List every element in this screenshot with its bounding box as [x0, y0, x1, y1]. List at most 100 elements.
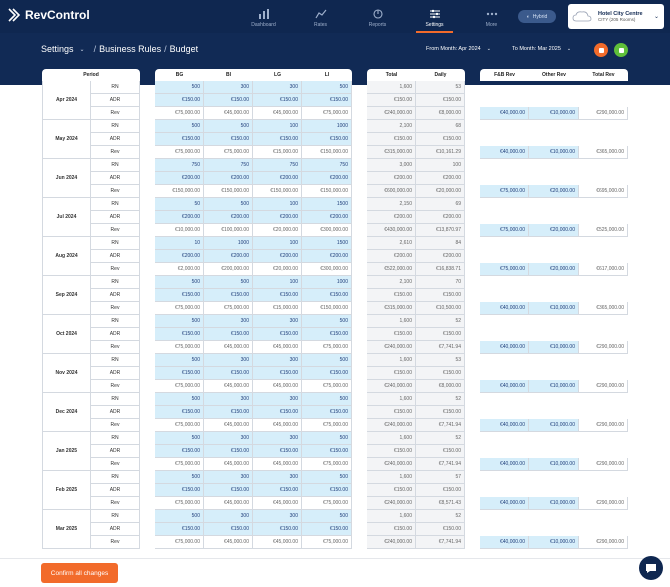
segment-cell[interactable]: 1000	[302, 276, 352, 289]
segment-cell[interactable]: €150.00	[155, 445, 204, 458]
segment-cell[interactable]: 1500	[302, 198, 352, 211]
segment-cell[interactable]: 300	[204, 471, 253, 484]
fb-rev-cell[interactable]: €40,000.00	[480, 380, 529, 393]
segment-cell[interactable]: €150.00	[253, 406, 302, 419]
segment-cell[interactable]: €200.00	[253, 211, 302, 224]
segment-cell[interactable]: €150.00	[253, 484, 302, 497]
hotel-selector[interactable]: Hotel City Centre CITY (205 Rooms) ⌄	[568, 4, 664, 29]
segment-cell[interactable]: 100	[253, 276, 302, 289]
segment-cell[interactable]: 750	[204, 159, 253, 172]
segment-cell[interactable]: €150.00	[155, 328, 204, 341]
segment-cell[interactable]: 1000	[302, 120, 352, 133]
segment-cell[interactable]: €150.00	[302, 328, 352, 341]
segment-cell[interactable]: 1000	[204, 237, 253, 250]
segment-cell[interactable]: €150.00	[253, 445, 302, 458]
segment-cell[interactable]: 300	[253, 81, 302, 94]
segment-cell[interactable]: €150.00	[302, 94, 352, 107]
fb-rev-cell[interactable]: €40,000.00	[480, 107, 529, 120]
chat-button[interactable]	[639, 556, 663, 580]
other-rev-cell[interactable]: €20,000.00	[529, 185, 579, 198]
segment-cell[interactable]: €150.00	[155, 523, 204, 536]
segment-cell[interactable]: 1500	[302, 237, 352, 250]
fb-rev-cell[interactable]: €75,000.00	[480, 224, 529, 237]
segment-cell[interactable]: €150.00	[204, 328, 253, 341]
segment-cell[interactable]: €150.00	[302, 523, 352, 536]
from-month-select[interactable]: From Month: Apr 2024 ⌄	[426, 46, 491, 52]
segment-cell[interactable]: €150.00	[155, 367, 204, 380]
segment-cell[interactable]: 300	[253, 432, 302, 445]
segment-cell[interactable]: 500	[155, 81, 204, 94]
segment-cell[interactable]: €150.00	[253, 523, 302, 536]
segment-cell[interactable]: €200.00	[204, 172, 253, 185]
confirm-all-changes-button[interactable]: Confirm all changes	[41, 563, 118, 583]
fb-rev-cell[interactable]: €40,000.00	[480, 146, 529, 159]
segment-cell[interactable]: 300	[253, 315, 302, 328]
segment-cell[interactable]: €150.00	[204, 484, 253, 497]
segment-cell[interactable]: 10	[155, 237, 204, 250]
segment-cell[interactable]: €200.00	[302, 250, 352, 263]
segment-cell[interactable]: 300	[253, 354, 302, 367]
segment-cell[interactable]: €150.00	[155, 406, 204, 419]
segment-cell[interactable]: 300	[253, 510, 302, 523]
segment-cell[interactable]: 500	[204, 198, 253, 211]
segment-cell[interactable]: 100	[253, 120, 302, 133]
segment-cell[interactable]: €150.00	[302, 289, 352, 302]
segment-cell[interactable]: €200.00	[155, 211, 204, 224]
segment-cell[interactable]: 500	[302, 315, 352, 328]
fb-rev-cell[interactable]: €40,000.00	[480, 497, 529, 510]
segment-cell[interactable]: 500	[155, 315, 204, 328]
other-rev-cell[interactable]: €10,000.00	[529, 497, 579, 510]
segment-cell[interactable]: 300	[204, 81, 253, 94]
segment-cell[interactable]: 750	[253, 159, 302, 172]
segment-cell[interactable]: 300	[204, 432, 253, 445]
fb-rev-cell[interactable]: €75,000.00	[480, 185, 529, 198]
nav-rates[interactable]: Rates	[302, 0, 339, 33]
reset-button[interactable]	[594, 43, 608, 57]
breadcrumb-settings[interactable]: Settings	[41, 44, 74, 54]
other-rev-cell[interactable]: €10,000.00	[529, 380, 579, 393]
segment-cell[interactable]: €150.00	[253, 133, 302, 146]
other-rev-cell[interactable]: €10,000.00	[529, 107, 579, 120]
segment-cell[interactable]: €150.00	[204, 94, 253, 107]
segment-cell[interactable]: 750	[302, 159, 352, 172]
segment-cell[interactable]: €150.00	[302, 367, 352, 380]
other-rev-cell[interactable]: €10,000.00	[529, 146, 579, 159]
segment-cell[interactable]: 500	[302, 510, 352, 523]
fb-rev-cell[interactable]: €40,000.00	[480, 302, 529, 315]
segment-cell[interactable]: 500	[302, 432, 352, 445]
segment-cell[interactable]: 500	[302, 354, 352, 367]
segment-cell[interactable]: €150.00	[155, 289, 204, 302]
segment-cell[interactable]: 500	[302, 81, 352, 94]
segment-cell[interactable]: €200.00	[204, 211, 253, 224]
segment-cell[interactable]: 300	[253, 471, 302, 484]
other-rev-cell[interactable]: €10,000.00	[529, 341, 579, 354]
segment-cell[interactable]: €150.00	[204, 367, 253, 380]
fb-rev-cell[interactable]: €40,000.00	[480, 341, 529, 354]
segment-cell[interactable]: 100	[253, 198, 302, 211]
segment-cell[interactable]: €150.00	[155, 94, 204, 107]
segment-cell[interactable]: 300	[204, 315, 253, 328]
segment-cell[interactable]: €150.00	[204, 406, 253, 419]
fb-rev-cell[interactable]: €75,000.00	[480, 263, 529, 276]
segment-cell[interactable]: 500	[155, 432, 204, 445]
segment-cell[interactable]: €150.00	[155, 133, 204, 146]
breadcrumb-business-rules[interactable]: Business Rules	[99, 44, 162, 54]
to-month-select[interactable]: To Month: Mar 2025 ⌄	[512, 46, 572, 52]
segment-cell[interactable]: €150.00	[302, 133, 352, 146]
segment-cell[interactable]: €200.00	[155, 172, 204, 185]
other-rev-cell[interactable]: €10,000.00	[529, 458, 579, 471]
segment-cell[interactable]: 300	[204, 393, 253, 406]
fb-rev-cell[interactable]: €40,000.00	[480, 458, 529, 471]
segment-cell[interactable]: 500	[155, 276, 204, 289]
segment-cell[interactable]: €150.00	[302, 406, 352, 419]
segment-cell[interactable]: 300	[204, 354, 253, 367]
segment-cell[interactable]: €150.00	[204, 523, 253, 536]
other-rev-cell[interactable]: €20,000.00	[529, 263, 579, 276]
segment-cell[interactable]: 500	[155, 471, 204, 484]
fb-rev-cell[interactable]: €40,000.00	[480, 419, 529, 432]
segment-cell[interactable]: €200.00	[204, 250, 253, 263]
segment-cell[interactable]: 500	[155, 510, 204, 523]
segment-cell[interactable]: €150.00	[155, 484, 204, 497]
segment-cell[interactable]: 500	[302, 393, 352, 406]
other-rev-cell[interactable]: €10,000.00	[529, 302, 579, 315]
